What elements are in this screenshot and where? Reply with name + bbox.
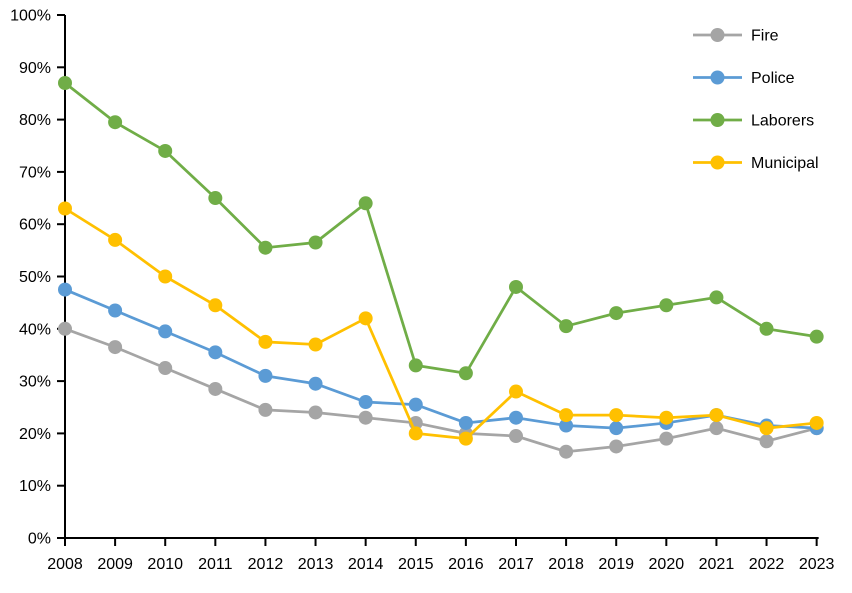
data-point-police [208,345,223,360]
y-axis-tick-label: 20% [19,426,51,443]
data-point-fire [609,439,624,454]
data-point-municipal [258,334,273,349]
data-point-municipal [458,431,473,446]
data-point-fire [308,405,323,420]
data-point-fire [759,434,774,449]
data-point-fire [709,421,724,436]
data-point-fire [358,410,373,425]
data-point-municipal [508,384,523,399]
x-axis-tick-label: 2012 [248,556,284,573]
data-point-fire [559,444,574,459]
data-point-fire [58,321,72,336]
data-point-police [609,421,624,436]
legend-label-laborers[interactable]: Laborers [751,113,814,130]
data-point-police [158,324,173,339]
legend-marker-fire [710,28,725,42]
legend-label-municipal[interactable]: Municipal [751,155,819,172]
data-point-laborers [58,75,72,90]
x-axis-tick-label: 2022 [749,556,785,573]
data-point-laborers [108,115,123,130]
legend-marker-laborers [710,113,725,127]
data-point-police [308,376,323,391]
legend-marker-municipal [710,155,725,170]
data-point-municipal [108,232,123,247]
data-point-laborers [458,366,473,381]
data-point-laborers [609,306,624,321]
data-point-laborers [158,143,173,158]
data-point-police [559,418,574,433]
data-point-fire [108,340,123,355]
data-point-fire [258,402,273,417]
data-point-laborers [759,321,774,336]
series-line-municipal [64,207,817,441]
data-point-laborers [809,329,824,344]
data-point-municipal [158,269,173,284]
x-axis-tick-label: 2013 [298,556,334,573]
legend-marker-police [710,70,725,85]
data-point-municipal [559,408,574,423]
y-axis-tick-label: 50% [19,269,51,286]
data-point-police [458,415,473,430]
data-point-laborers [308,235,323,250]
y-axis-tick-label: 60% [19,217,51,234]
data-point-laborers [508,279,523,294]
data-point-municipal [809,415,824,430]
data-point-fire [659,431,674,446]
data-point-municipal [208,298,223,313]
data-point-police [358,395,373,410]
data-point-laborers [659,298,674,313]
x-axis-tick-label: 2023 [799,556,835,573]
x-axis-tick-label: 2009 [97,556,133,573]
series-line-fire [64,327,817,454]
series-line-laborers [64,81,817,375]
y-axis-tick-label: 90% [19,60,51,77]
x-axis-tick-label: 2018 [548,556,584,573]
x-axis-tick-label: 2008 [47,556,83,573]
data-point-municipal [609,408,624,423]
data-point-laborers [408,358,423,373]
data-point-laborers [258,240,273,255]
x-axis-tick-label: 2016 [448,556,484,573]
x-axis-tick-label: 2021 [699,556,735,573]
y-axis-tick-label: 0% [28,531,51,548]
data-point-fire [158,361,173,376]
y-axis-tick-label: 10% [19,478,51,495]
legend-label-police[interactable]: Police [751,70,795,87]
data-point-fire [208,381,223,396]
y-axis-tick-label: 70% [19,164,51,181]
data-point-municipal [709,408,724,423]
data-point-police [408,397,423,412]
data-point-police [58,282,72,297]
x-axis-tick-label: 2011 [198,556,233,573]
data-point-police [258,368,273,383]
data-point-fire [508,429,523,444]
data-point-police [508,410,523,425]
data-point-laborers [358,196,373,211]
data-point-municipal [759,421,774,436]
y-axis-tick-label: 100% [10,8,51,25]
y-axis-tick-label: 80% [19,112,51,129]
x-axis-tick-label: 2014 [348,556,384,573]
x-axis-tick-label: 2019 [598,556,634,573]
data-point-police [108,303,123,318]
x-axis-tick-label: 2020 [649,556,685,573]
y-axis-tick-label: 30% [19,374,51,391]
legend-label-fire[interactable]: Fire [751,28,779,45]
x-axis-tick-label: 2010 [147,556,183,573]
data-point-municipal [659,410,674,425]
data-point-municipal [58,201,72,216]
data-point-municipal [408,426,423,441]
y-axis-tick-label: 40% [19,321,51,338]
series-line-police [64,288,817,430]
x-axis-tick-label: 2017 [498,556,534,573]
data-point-municipal [358,311,373,326]
data-point-municipal [308,337,323,352]
x-axis-tick-label: 2015 [398,556,434,573]
data-point-laborers [208,191,223,206]
data-point-laborers [559,319,574,334]
data-point-laborers [709,290,724,305]
